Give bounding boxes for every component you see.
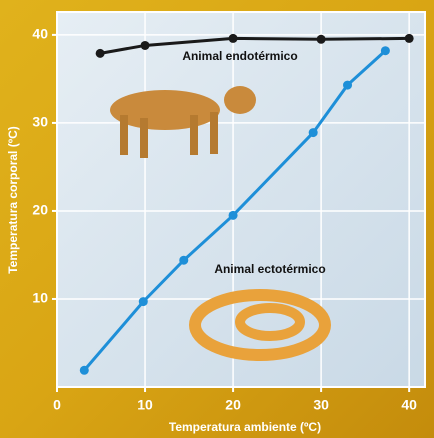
- y-tick-label: 30: [32, 114, 48, 130]
- x-tick-label: 0: [53, 397, 61, 413]
- x-tick-label: 30: [313, 397, 329, 413]
- data-point: [380, 46, 390, 56]
- data-point: [308, 128, 318, 138]
- x-tick-label: 20: [225, 397, 241, 413]
- data-point: [228, 210, 238, 220]
- y-tick-label: 40: [32, 26, 48, 42]
- cat-illustration: [110, 86, 256, 158]
- data-point: [140, 40, 150, 50]
- data-point: [179, 255, 189, 265]
- data-point: [95, 48, 105, 58]
- x-axis-title: Temperatura ambiente (ºC): [169, 420, 321, 434]
- series-label: Animal endotérmico: [182, 49, 297, 63]
- data-point: [404, 33, 414, 43]
- x-tick-label: 40: [401, 397, 417, 413]
- data-point: [316, 34, 326, 44]
- data-point: [343, 80, 353, 90]
- grid: [56, 12, 425, 387]
- data-point: [79, 365, 89, 375]
- data-point: [138, 297, 148, 307]
- y-tick-label: 20: [32, 202, 48, 218]
- y-tick-label: 10: [32, 290, 48, 306]
- y-axis-title: Temperatura corporal (ºC): [6, 126, 20, 274]
- data-point: [228, 33, 238, 43]
- x-tick-label: 10: [137, 397, 153, 413]
- snake-illustration: [189, 289, 331, 361]
- series-label: Animal ectotérmico: [214, 262, 325, 276]
